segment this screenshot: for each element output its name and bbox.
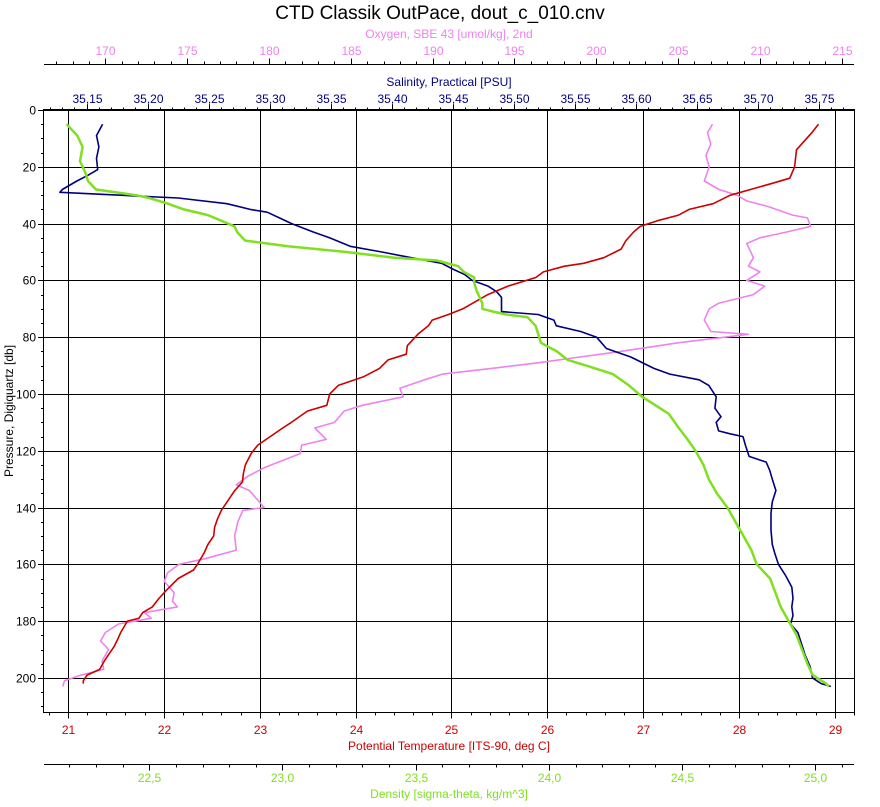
y-tick-label: 140 (16, 502, 36, 516)
plot-frame (43, 109, 855, 713)
chart-title: CTD Classik OutPace, dout_c_010.cnv (275, 3, 605, 24)
axes: 0 20 40 60 80 100 120 140 160 180 200 Pressure, Dig… (2, 27, 855, 801)
x-tick-label-salinity: 35,45 (438, 92, 468, 106)
x-tick-label-temperature: 26 (541, 723, 555, 737)
y-tick-label: 0 (29, 104, 36, 118)
x-tick-label-oxygen: 215 (832, 44, 852, 58)
series-line-salinity (59, 123, 832, 688)
series-line-density (65, 123, 830, 688)
x-tick-label-oxygen: 175 (177, 44, 197, 58)
x-axis-label-density: Density [sigma-theta, kg/m^3] (370, 787, 528, 801)
x-tick-label-oxygen: 180 (259, 44, 279, 58)
grid (44, 110, 854, 712)
x-tick-label-oxygen: 205 (668, 44, 688, 58)
x-tick-label-oxygen: 195 (504, 44, 524, 58)
y-axis-label: Pressure, Digiquartz [db] (2, 345, 16, 477)
x-tick-label-salinity: 35,40 (377, 92, 407, 106)
x-tick-label-temperature: 25 (445, 723, 459, 737)
x-tick-label-density: 23,5 (405, 771, 429, 785)
x-tick-label-salinity: 35,35 (316, 92, 346, 106)
x-tick-label-oxygen: 190 (423, 44, 443, 58)
x-tick-label-oxygen: 210 (750, 44, 770, 58)
x-axis-label-oxygen: Oxygen, SBE 43 [umol/kg], 2nd (365, 27, 532, 41)
x-tick-label-temperature: 29 (829, 723, 843, 737)
x-tick-label-density: 24,5 (671, 771, 695, 785)
x-tick-label-salinity: 35,70 (743, 92, 773, 106)
y-tick-label: 20 (23, 161, 37, 175)
x-tick-label-temperature: 24 (350, 723, 364, 737)
y-tick-label: 200 (16, 672, 36, 686)
x-tick-label-oxygen: 200 (586, 44, 606, 58)
y-tick-label: 160 (16, 558, 36, 572)
y-tick-label: 80 (23, 331, 37, 345)
x-tick-label-salinity: 35,50 (499, 92, 529, 106)
x-tick-label-density: 23,0 (271, 771, 295, 785)
x-tick-label-density: 24,0 (538, 771, 562, 785)
y-tick-label: 100 (16, 388, 36, 402)
x-axis-label-salinity: Salinity, Practical [PSU] (386, 75, 511, 89)
y-tick-label: 120 (16, 445, 36, 459)
series-line-temperature (82, 123, 820, 684)
x-tick-label-salinity: 35,20 (133, 92, 163, 106)
y-tick-label: 180 (16, 615, 36, 629)
x-tick-label-density: 25,0 (804, 771, 828, 785)
x-tick-label-salinity: 35,60 (621, 92, 651, 106)
x-tick-label-salinity: 35,25 (194, 92, 224, 106)
y-tick-label: 60 (23, 274, 37, 288)
x-tick-label-salinity: 35,30 (255, 92, 285, 106)
x-tick-label-salinity: 35,55 (560, 92, 590, 106)
x-tick-label-salinity: 35,65 (682, 92, 712, 106)
x-tick-label-salinity: 35,75 (804, 92, 834, 106)
x-tick-label-salinity: 35,15 (72, 92, 102, 106)
x-tick-label-temperature: 28 (733, 723, 747, 737)
x-tick-label-density: 22,5 (138, 771, 162, 785)
x-tick-label-oxygen: 170 (95, 44, 115, 58)
x-tick-label-temperature: 27 (637, 723, 651, 737)
x-tick-label-oxygen: 185 (341, 44, 361, 58)
y-tick-label: 40 (23, 218, 37, 232)
x-tick-label-temperature: 21 (62, 723, 76, 737)
x-tick-label-temperature: 23 (254, 723, 268, 737)
x-tick-label-temperature: 22 (158, 723, 172, 737)
data-series (59, 123, 832, 688)
series-line-oxygen (62, 123, 812, 687)
x-axis-label-temperature: Potential Temperature [ITS-90, deg C] (348, 739, 550, 753)
